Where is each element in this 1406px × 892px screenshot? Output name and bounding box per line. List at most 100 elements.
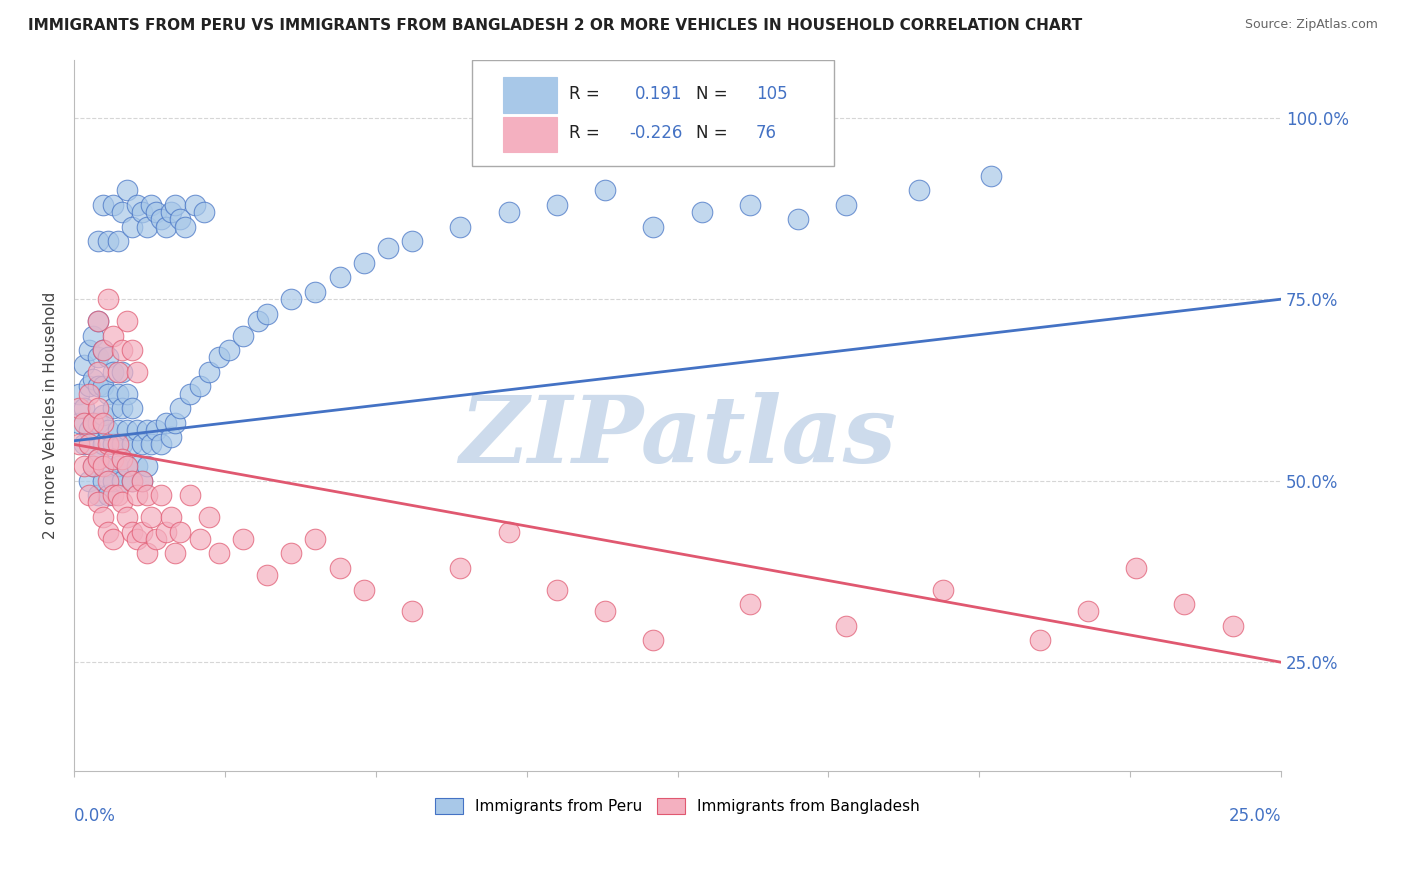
Point — [111, 343, 134, 357]
Point — [82, 416, 104, 430]
Point — [169, 401, 191, 416]
Point — [149, 488, 172, 502]
Point — [111, 451, 134, 466]
Point — [101, 474, 124, 488]
Text: IMMIGRANTS FROM PERU VS IMMIGRANTS FROM BANGLADESH 2 OR MORE VEHICLES IN HOUSEHO: IMMIGRANTS FROM PERU VS IMMIGRANTS FROM … — [28, 18, 1083, 33]
Point — [77, 379, 100, 393]
Point — [125, 459, 148, 474]
Point — [87, 379, 110, 393]
Point — [107, 423, 129, 437]
Point — [115, 423, 138, 437]
Point — [107, 488, 129, 502]
Point — [87, 351, 110, 365]
Point — [449, 219, 471, 234]
Bar — [502, 117, 557, 153]
Point — [738, 597, 761, 611]
Point — [82, 459, 104, 474]
Point — [246, 314, 269, 328]
Point — [73, 459, 96, 474]
FancyBboxPatch shape — [472, 60, 834, 166]
Text: -0.226: -0.226 — [630, 124, 683, 142]
Point — [97, 474, 120, 488]
Point — [77, 488, 100, 502]
Point — [125, 488, 148, 502]
Point — [87, 365, 110, 379]
Point — [131, 474, 153, 488]
Point — [198, 510, 221, 524]
Point — [145, 423, 167, 437]
Point — [280, 546, 302, 560]
Point — [101, 328, 124, 343]
Point — [149, 212, 172, 227]
Point — [401, 604, 423, 618]
Point — [188, 379, 211, 393]
Point — [91, 343, 114, 357]
Text: ZIPatlas: ZIPatlas — [458, 392, 896, 482]
Point — [87, 401, 110, 416]
Point — [115, 510, 138, 524]
Text: N =: N = — [696, 124, 733, 142]
Point — [87, 314, 110, 328]
Text: 0.191: 0.191 — [636, 85, 683, 103]
Point — [107, 365, 129, 379]
Text: Source: ZipAtlas.com: Source: ZipAtlas.com — [1244, 18, 1378, 31]
Point — [208, 546, 231, 560]
Point — [787, 212, 810, 227]
Point — [87, 495, 110, 509]
Point — [135, 488, 157, 502]
Point — [353, 256, 375, 270]
Point — [1222, 619, 1244, 633]
Point — [77, 343, 100, 357]
Point — [593, 604, 616, 618]
Point — [73, 358, 96, 372]
Point — [121, 474, 143, 488]
Point — [498, 205, 520, 219]
Point — [107, 234, 129, 248]
Point — [97, 234, 120, 248]
Point — [91, 510, 114, 524]
Point — [101, 488, 124, 502]
Point — [498, 524, 520, 539]
Point — [304, 285, 326, 299]
Point — [1125, 561, 1147, 575]
Point — [131, 524, 153, 539]
Point — [159, 510, 181, 524]
Point — [169, 524, 191, 539]
Point — [135, 423, 157, 437]
Point — [125, 198, 148, 212]
Point — [73, 437, 96, 451]
Point — [121, 401, 143, 416]
Point — [97, 437, 120, 451]
Point — [908, 183, 931, 197]
Text: R =: R = — [569, 85, 605, 103]
Point — [179, 488, 201, 502]
Point — [87, 451, 110, 466]
Point — [97, 459, 120, 474]
Point — [87, 314, 110, 328]
Point — [115, 386, 138, 401]
Point — [145, 532, 167, 546]
Point — [125, 532, 148, 546]
Point — [107, 386, 129, 401]
Point — [91, 459, 114, 474]
Point — [208, 351, 231, 365]
Point — [97, 423, 120, 437]
Point — [77, 474, 100, 488]
Point — [165, 198, 187, 212]
Point — [82, 459, 104, 474]
Point — [67, 437, 90, 451]
Point — [77, 423, 100, 437]
Text: 76: 76 — [756, 124, 778, 142]
Point — [184, 198, 207, 212]
Point — [169, 212, 191, 227]
Point — [232, 328, 254, 343]
Point — [97, 386, 120, 401]
Point — [97, 351, 120, 365]
Point — [111, 495, 134, 509]
Point — [643, 219, 665, 234]
Point — [401, 234, 423, 248]
Point — [82, 416, 104, 430]
Point — [155, 416, 177, 430]
Point — [77, 437, 100, 451]
Point — [115, 183, 138, 197]
